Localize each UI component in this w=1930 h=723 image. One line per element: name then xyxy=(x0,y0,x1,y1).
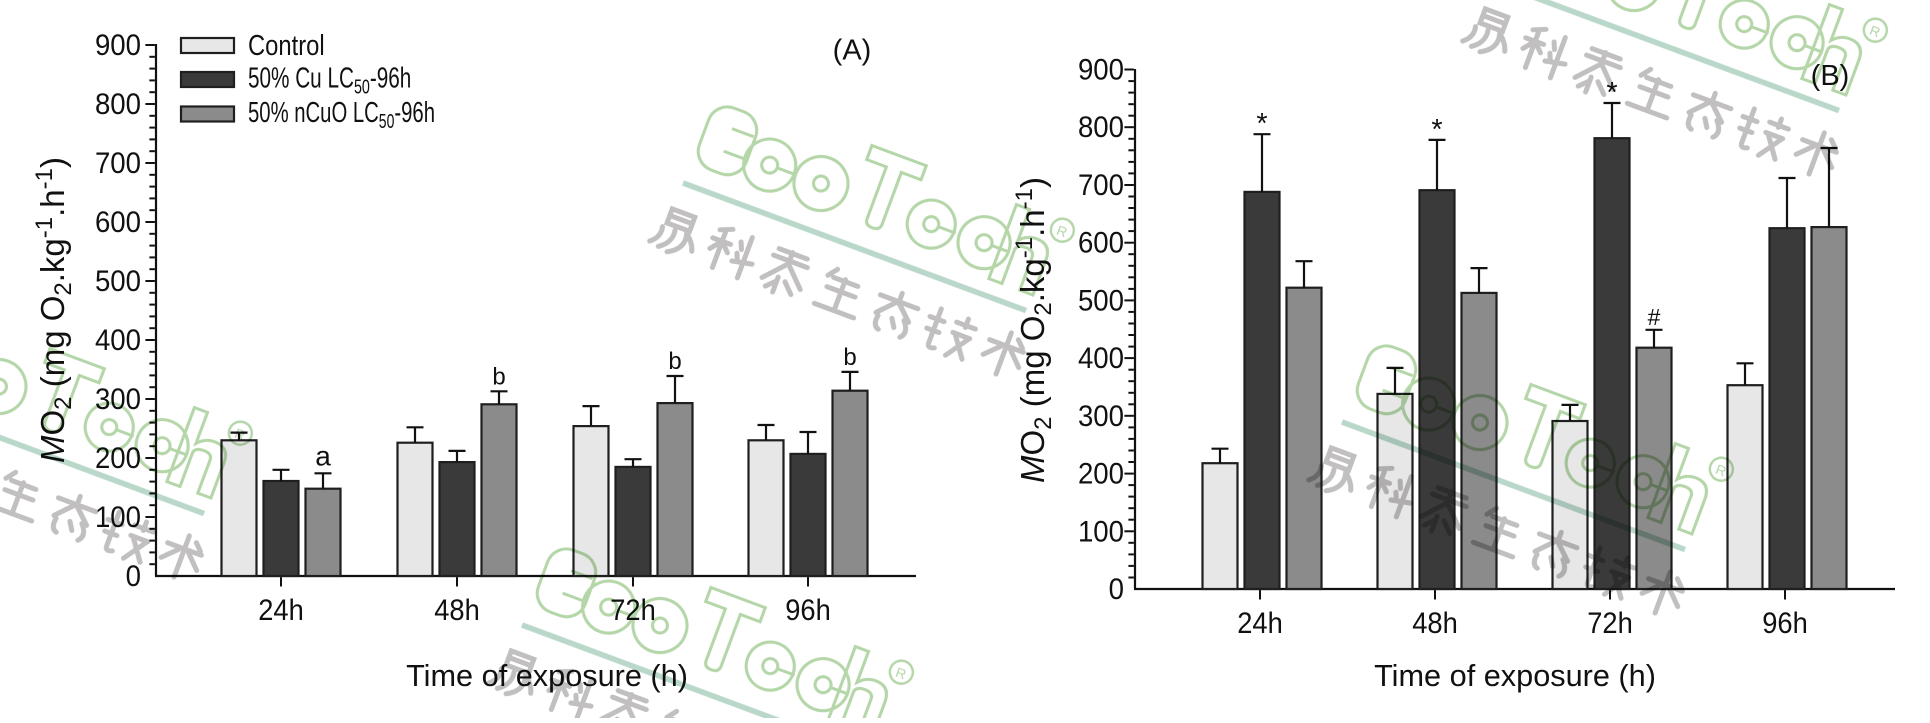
svg-text:700: 700 xyxy=(1078,169,1124,202)
svg-text:MO2 (mg O2.kg-1.h-1): MO2 (mg O2.kg-1.h-1) xyxy=(31,157,77,463)
svg-text:b: b xyxy=(492,363,505,390)
svg-text:700: 700 xyxy=(95,147,141,180)
svg-text:b: b xyxy=(668,348,681,375)
svg-text:500: 500 xyxy=(95,265,141,298)
svg-text:48h: 48h xyxy=(434,594,480,627)
svg-text:300: 300 xyxy=(1078,400,1124,433)
svg-text:0: 0 xyxy=(126,560,141,593)
svg-text:200: 200 xyxy=(1078,458,1124,491)
svg-text:900: 900 xyxy=(1078,54,1124,87)
svg-text:50% Cu LC50-96h: 50% Cu LC50-96h xyxy=(248,62,411,98)
svg-text:24h: 24h xyxy=(258,594,304,627)
svg-text:72h: 72h xyxy=(1587,607,1633,640)
svg-text:(A): (A) xyxy=(833,35,872,67)
svg-text:b: b xyxy=(843,344,856,371)
svg-text:800: 800 xyxy=(1078,111,1124,144)
svg-text:*: * xyxy=(1431,114,1442,146)
svg-text:200: 200 xyxy=(95,442,141,475)
svg-text:100: 100 xyxy=(1078,515,1124,548)
svg-text:48h: 48h xyxy=(1412,607,1458,640)
svg-text:300: 300 xyxy=(95,383,141,416)
svg-text:#: # xyxy=(1648,304,1661,330)
svg-text:a: a xyxy=(315,440,331,471)
svg-text:0: 0 xyxy=(1109,573,1124,606)
svg-text:96h: 96h xyxy=(785,594,831,627)
svg-text:*: * xyxy=(1606,77,1617,109)
svg-text:Time of exposure (h): Time of exposure (h) xyxy=(406,658,688,693)
svg-text:900: 900 xyxy=(95,29,141,62)
svg-text:600: 600 xyxy=(1078,227,1124,260)
svg-text:MO2 (mg O2.kg-1.h-1): MO2 (mg O2.kg-1.h-1) xyxy=(1011,177,1057,483)
svg-text:400: 400 xyxy=(1078,342,1124,375)
svg-text:24h: 24h xyxy=(1237,607,1283,640)
svg-text:Control: Control xyxy=(248,29,325,62)
svg-text:*: * xyxy=(1256,108,1267,140)
svg-text:400: 400 xyxy=(95,324,141,357)
svg-text:600: 600 xyxy=(95,206,141,239)
svg-text:50% nCuO LC50-96h: 50% nCuO LC50-96h xyxy=(248,96,435,132)
svg-text:500: 500 xyxy=(1078,284,1124,317)
svg-text:800: 800 xyxy=(95,88,141,121)
svg-text:96h: 96h xyxy=(1762,607,1808,640)
svg-text:Time of exposure (h): Time of exposure (h) xyxy=(1374,658,1656,693)
